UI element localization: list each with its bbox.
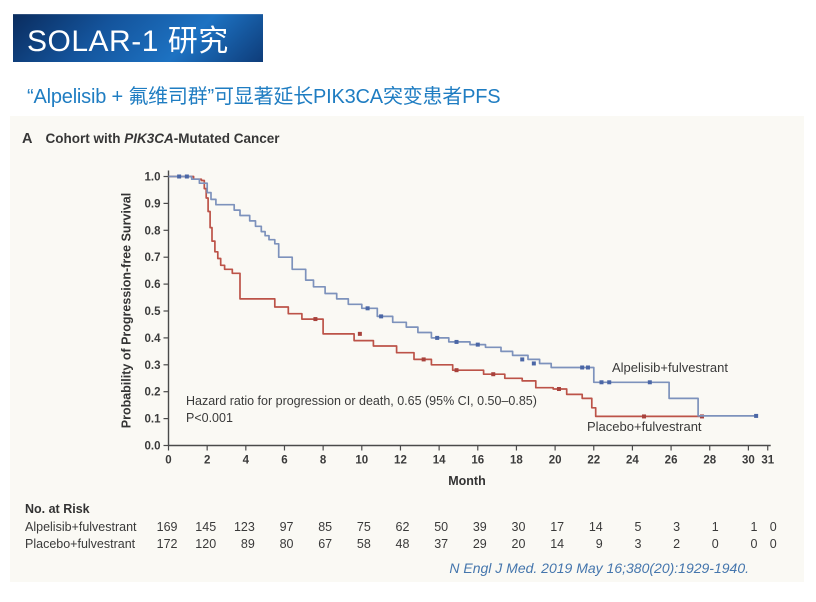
risk-count: 20 (511, 536, 526, 551)
hazard-ratio-line: Hazard ratio for progression or death, 0… (186, 394, 537, 408)
risk-count: 37 (434, 536, 449, 551)
journal-citation: N Engl J Med. 2019 May 16;380(20):1929-1… (449, 560, 749, 576)
series-label-alpelisib: Alpelisib+fulvestrant (612, 360, 728, 375)
risk-count: 29 (472, 536, 487, 551)
series-label-placebo: Placebo+fulvestrant (587, 419, 702, 434)
risk-count: 85 (318, 520, 333, 534)
slide-subtitle: “Alpelisib + 氟维司群”可显著延长PIK3CA突变患者PFS (27, 86, 501, 108)
risk-count: 0 (711, 536, 719, 551)
risk-count: 120 (195, 536, 217, 551)
risk-count: 0 (769, 536, 777, 551)
risk-count: 1 (711, 520, 719, 534)
panel-title-gene: PIK3CA (124, 131, 174, 146)
risk-count: 0 (769, 520, 777, 534)
risk-count: 172 (156, 536, 178, 551)
risk-count: 0 (750, 536, 758, 551)
y-axis-title: Probability of Progression-free Survival (119, 192, 134, 429)
panel-title-prefix: Cohort with (45, 131, 125, 146)
risk-count: 14 (550, 536, 565, 551)
risk-count: 9 (595, 536, 603, 551)
risk-count: 3 (634, 536, 642, 551)
risk-count: 89 (240, 536, 255, 551)
risk-count: 5 (634, 520, 642, 534)
risk-count: 75 (356, 520, 371, 534)
risk-count: 97 (279, 520, 294, 534)
risk-count: 67 (318, 536, 333, 551)
panel-letter: A (22, 131, 33, 147)
p-value-line: P<0.001 (186, 411, 233, 425)
risk-count: 145 (195, 520, 217, 534)
risk-count: 14 (588, 520, 603, 534)
risk-count: 48 (395, 536, 410, 551)
risk-row-label: Alpelisib+fulvestrant (25, 520, 137, 534)
risk-count: 30 (511, 520, 526, 534)
risk-count: 1 (750, 520, 758, 534)
risk-count: 3 (673, 520, 681, 534)
risk-count: 17 (550, 520, 565, 534)
risk-count: 50 (434, 520, 449, 534)
slide-title: SOLAR-1 研究 (27, 25, 229, 58)
panel-title-suffix: -Mutated Cancer (173, 131, 280, 146)
slide-title-banner: SOLAR-1 研究 (13, 14, 263, 62)
risk-count: 123 (233, 520, 255, 534)
risk-count: 62 (395, 520, 410, 534)
hazard-ratio-annotation: Hazard ratio for progression or death, 0… (186, 393, 537, 427)
x-axis-title: Month (448, 474, 486, 488)
risk-row-label: Placebo+fulvestrant (25, 536, 136, 551)
panel-title: A Cohort with PIK3CA-Mutated Cancer (22, 131, 280, 147)
risk-count: 2 (673, 536, 681, 551)
risk-count: 80 (279, 536, 294, 551)
risk-count: 58 (356, 536, 371, 551)
risk-count: 169 (156, 520, 178, 534)
risk-count: 39 (472, 520, 487, 534)
risk-table-header: No. at Risk (25, 502, 90, 516)
